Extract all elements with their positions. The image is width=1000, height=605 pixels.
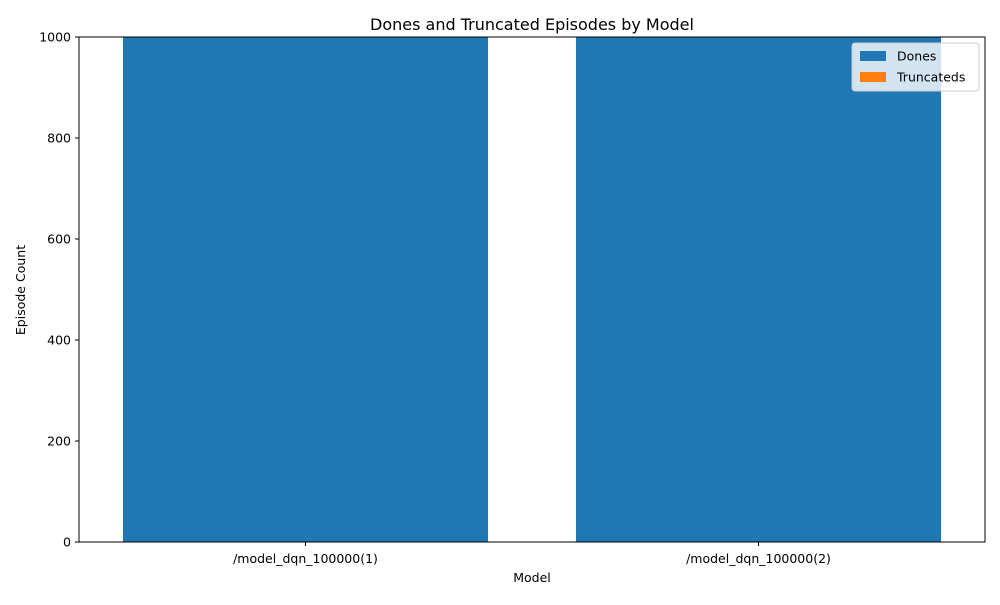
bar-dones-1 <box>122 37 489 542</box>
y-tick-label-0: 0 <box>63 535 71 550</box>
legend-label-truncateds: Truncateds <box>896 70 965 85</box>
legend-swatch-truncateds <box>860 72 886 82</box>
legend-swatch-dones <box>860 51 886 61</box>
y-tick-label-400: 400 <box>47 333 71 348</box>
y-tick-label-600: 600 <box>47 232 71 247</box>
legend-label-dones: Dones <box>897 49 936 64</box>
y-tick-label-200: 200 <box>47 434 71 449</box>
chart-title: Dones and Truncated Episodes by Model <box>370 15 694 34</box>
y-axis-label: Episode Count <box>13 245 28 335</box>
bar-dones-2 <box>575 37 942 542</box>
y-tick-label-1000: 1000 <box>39 30 71 45</box>
y-tick-label-800: 800 <box>47 131 71 146</box>
bars-layer <box>122 37 942 542</box>
x-tick-label-2: /model_dqn_100000(2) <box>686 551 831 566</box>
plot-frame <box>78 36 986 543</box>
x-tick-label-1: /model_dqn_100000(1) <box>233 551 378 566</box>
x-axis: /model_dqn_100000(1) /model_dqn_100000(2) <box>233 542 831 566</box>
y-axis: 0 200 400 600 800 1000 <box>39 30 79 550</box>
x-axis-label: Model <box>513 570 551 585</box>
legend: Dones Truncateds <box>851 42 980 92</box>
